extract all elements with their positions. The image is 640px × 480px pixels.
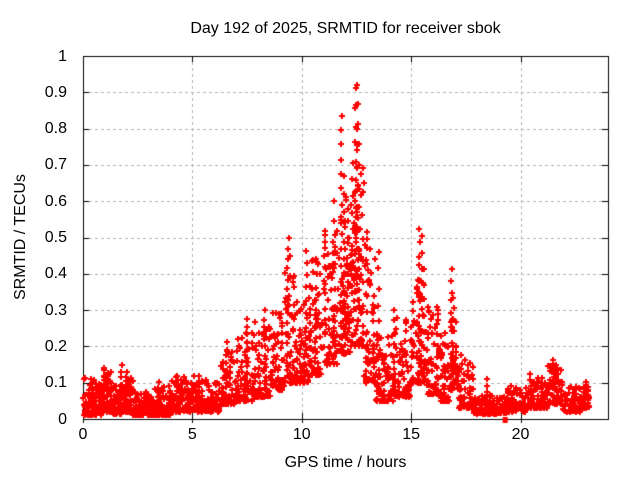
y-tick-label: 0.2 [44,337,67,355]
x-tick-label: 5 [187,426,197,443]
x-tick-label: 10 [292,426,311,443]
y-tick-label: 0.1 [44,374,67,392]
y-tick-label: 0.7 [44,156,67,174]
y-tick-label: 0.8 [44,120,67,138]
y-tick-label: 0 [58,410,67,428]
x-tick-label: 0 [78,426,88,443]
y-tick-label: 0.4 [44,265,67,283]
y-tick-label: 0.5 [44,229,67,246]
y-tick-label: 0.9 [44,83,67,101]
y-tick-label: 0.6 [44,192,67,210]
y-tick-label: 0.3 [44,301,67,319]
x-tick-label: 15 [402,426,421,443]
chart-title: Day 192 of 2025, SRMTID for receiver sbo… [190,20,501,37]
x-axis-label: GPS time / hours [284,454,407,471]
x-tick-label: 20 [511,426,530,443]
y-tick-label: 1 [58,47,67,65]
